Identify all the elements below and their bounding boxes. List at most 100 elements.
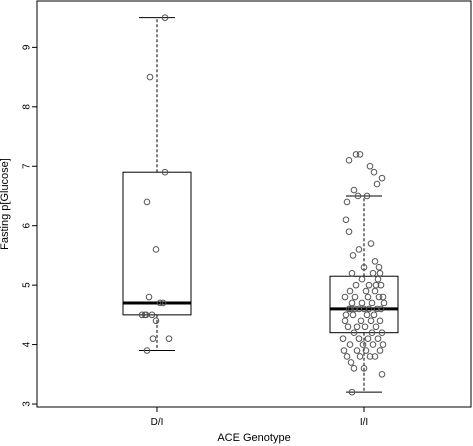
data-point — [145, 293, 153, 301]
data-point — [343, 353, 351, 360]
data-point — [353, 323, 361, 331]
data-point — [363, 311, 371, 319]
data-point — [356, 151, 364, 158]
data-point — [359, 341, 367, 348]
data-point — [152, 246, 160, 253]
y-axis: 3 4 5 6 7 8 9 — [22, 44, 37, 407]
data-point — [377, 305, 385, 313]
data-point — [342, 311, 350, 319]
data-point — [344, 323, 352, 331]
data-point — [345, 157, 353, 164]
x-axis: D/I I/I — [151, 407, 368, 428]
data-point — [152, 317, 160, 325]
data-point — [361, 323, 369, 331]
data-point — [378, 371, 386, 378]
data-point — [350, 186, 358, 194]
data-point — [371, 258, 379, 265]
box-d-i — [122, 17, 192, 352]
data-point — [364, 293, 372, 301]
data-point — [161, 168, 169, 176]
data-point — [351, 293, 359, 301]
data-point — [372, 323, 380, 331]
data-point — [143, 347, 151, 354]
data-point — [159, 299, 167, 307]
y-tick-label: 5 — [22, 282, 33, 288]
data-point — [349, 252, 357, 259]
data-point — [356, 353, 364, 360]
data-point — [341, 293, 349, 301]
data-point — [165, 335, 173, 342]
data-point — [350, 365, 358, 372]
data-point — [378, 329, 386, 336]
data-point — [370, 168, 378, 176]
data-point — [362, 347, 370, 354]
data-point — [371, 353, 379, 360]
data-point — [354, 192, 362, 200]
data-point — [364, 335, 372, 342]
data-point — [366, 162, 374, 170]
data-point — [156, 299, 164, 307]
x-axis-label: ACE Genotype — [217, 432, 290, 444]
box-plot-layer — [122, 17, 399, 393]
y-tick-label: 8 — [22, 104, 33, 110]
data-point — [375, 293, 383, 301]
data-point — [365, 305, 373, 313]
data-point — [365, 281, 373, 289]
data-point — [351, 305, 359, 313]
data-point — [374, 275, 382, 283]
data-point — [377, 281, 385, 289]
y-tick-label: 9 — [22, 44, 33, 50]
data-point — [348, 269, 356, 277]
y-tick-label: 6 — [22, 222, 33, 228]
data-point — [367, 240, 375, 247]
data-point — [346, 341, 354, 348]
data-point — [375, 264, 383, 271]
data-point — [369, 269, 377, 277]
interquartile-box — [122, 171, 192, 316]
y-tick-label: 3 — [22, 401, 33, 407]
data-point — [148, 311, 156, 319]
data-point — [362, 287, 370, 295]
data-point — [376, 347, 384, 354]
data-point — [363, 192, 371, 200]
data-point — [360, 305, 368, 313]
data-point — [350, 329, 358, 336]
data-point — [368, 329, 376, 336]
data-point — [372, 281, 380, 289]
data-point — [367, 317, 375, 325]
box-i-i — [329, 195, 399, 393]
y-tick-label: 7 — [22, 163, 33, 169]
data-point — [358, 299, 366, 307]
data-point — [347, 359, 355, 366]
plot-area-frame — [36, 0, 472, 408]
y-tick-label: 4 — [22, 341, 33, 347]
data-point — [355, 335, 363, 342]
data-point — [376, 317, 384, 325]
data-point — [376, 269, 384, 277]
data-point — [343, 198, 351, 206]
data-point — [370, 311, 378, 319]
data-point — [355, 305, 363, 313]
jitter-points-layer — [138, 14, 388, 396]
data-point — [342, 216, 350, 224]
data-point — [358, 275, 366, 283]
data-point — [143, 198, 151, 206]
x-tick-label: D/I — [151, 417, 164, 428]
data-point — [353, 347, 361, 354]
data-point — [357, 317, 365, 325]
data-point — [380, 299, 388, 307]
data-point — [374, 335, 382, 342]
data-point — [352, 151, 360, 158]
data-point — [149, 335, 157, 342]
data-point — [369, 341, 377, 348]
data-point — [373, 305, 381, 313]
data-point — [378, 174, 386, 182]
data-point — [161, 14, 169, 21]
data-point — [355, 246, 363, 253]
data-point — [146, 73, 154, 81]
data-point — [366, 353, 374, 360]
data-point — [346, 287, 354, 295]
data-point — [348, 388, 356, 396]
data-point — [352, 281, 360, 289]
